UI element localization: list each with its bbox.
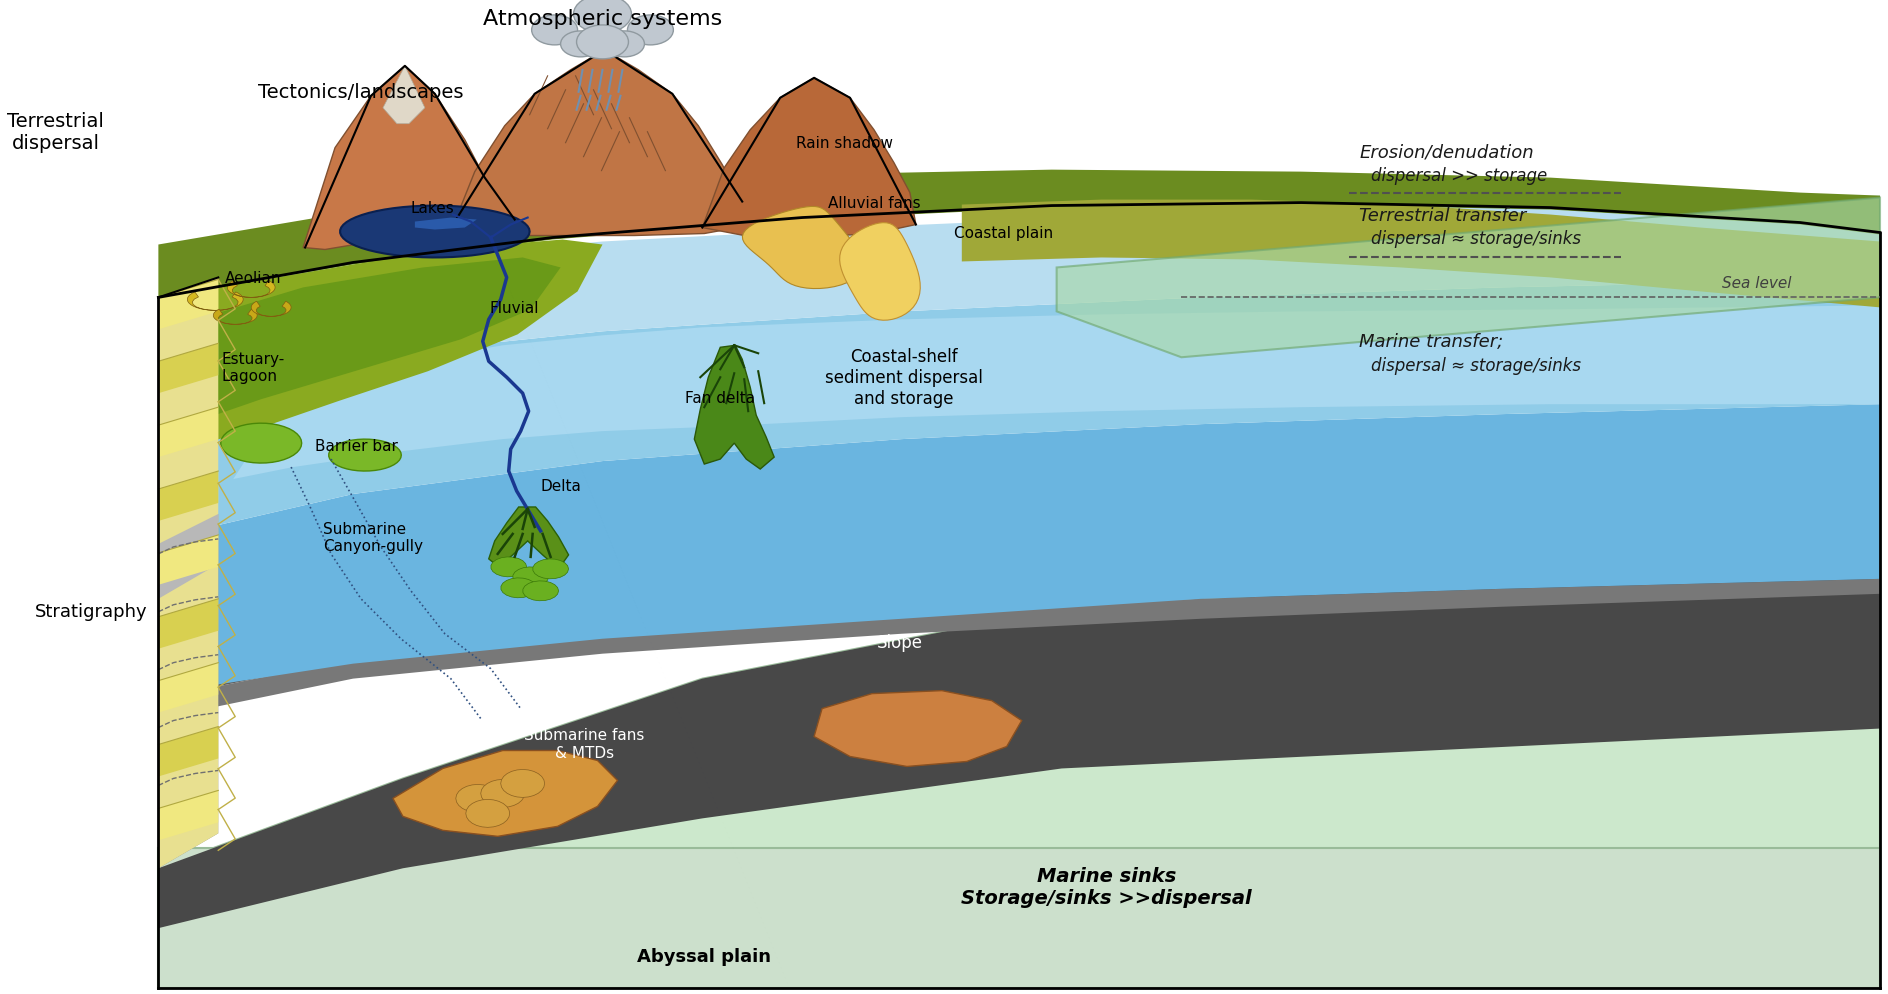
- Text: Lakes: Lakes: [412, 201, 455, 216]
- Polygon shape: [159, 471, 219, 522]
- Polygon shape: [159, 408, 219, 457]
- Text: Rain shadow: Rain shadow: [795, 136, 893, 151]
- Polygon shape: [159, 197, 1880, 395]
- Ellipse shape: [604, 32, 644, 58]
- Polygon shape: [466, 799, 510, 828]
- Ellipse shape: [561, 32, 600, 58]
- Text: Abyssal plain: Abyssal plain: [638, 947, 772, 965]
- Text: Estuary-
Lagoon: Estuary- Lagoon: [221, 352, 285, 384]
- Text: Sea level: Sea level: [1722, 275, 1792, 290]
- Polygon shape: [159, 241, 602, 454]
- Polygon shape: [227, 281, 276, 298]
- Polygon shape: [455, 51, 753, 237]
- Text: Coastal plain: Coastal plain: [953, 226, 1054, 241]
- Text: Erosion/denudation: Erosion/denudation: [1359, 143, 1533, 161]
- Text: Fluvial: Fluvial: [489, 300, 540, 315]
- Polygon shape: [187, 292, 244, 311]
- Polygon shape: [159, 536, 219, 585]
- Polygon shape: [1057, 199, 1880, 358]
- Polygon shape: [695, 346, 774, 469]
- Text: dispersal ≈ storage/sinks: dispersal ≈ storage/sinks: [1371, 357, 1580, 375]
- Polygon shape: [523, 581, 559, 601]
- Polygon shape: [159, 405, 1880, 694]
- Text: Submarine
Canyon-gully: Submarine Canyon-gully: [323, 521, 423, 554]
- Text: Stratigraphy: Stratigraphy: [36, 602, 147, 620]
- Ellipse shape: [576, 26, 629, 60]
- Text: Terrestrial
dispersal: Terrestrial dispersal: [8, 112, 104, 153]
- Polygon shape: [329, 439, 402, 471]
- Text: Aeolian: Aeolian: [225, 270, 281, 285]
- Polygon shape: [500, 579, 536, 598]
- Text: Marine transfer;: Marine transfer;: [1359, 333, 1503, 351]
- Polygon shape: [159, 280, 1880, 540]
- Text: dispersal >> storage: dispersal >> storage: [1371, 166, 1548, 185]
- Polygon shape: [489, 508, 568, 570]
- Polygon shape: [159, 849, 1880, 988]
- Polygon shape: [383, 67, 425, 124]
- Polygon shape: [159, 560, 1880, 928]
- Polygon shape: [814, 691, 1021, 766]
- Polygon shape: [393, 750, 617, 837]
- Polygon shape: [159, 278, 219, 869]
- Polygon shape: [159, 515, 219, 599]
- Polygon shape: [481, 779, 525, 807]
- Polygon shape: [742, 207, 861, 289]
- Polygon shape: [838, 702, 984, 756]
- Polygon shape: [304, 67, 515, 250]
- Text: Marine sinks
Storage/sinks >>dispersal: Marine sinks Storage/sinks >>dispersal: [961, 866, 1252, 907]
- Polygon shape: [213, 310, 257, 325]
- Polygon shape: [251, 302, 291, 317]
- Polygon shape: [961, 201, 1880, 308]
- Polygon shape: [702, 79, 916, 239]
- Text: Submarine fans
& MTDs: Submarine fans & MTDs: [525, 728, 644, 760]
- Text: Fan delta: Fan delta: [685, 391, 755, 406]
- Polygon shape: [159, 599, 219, 649]
- Ellipse shape: [574, 0, 631, 34]
- Polygon shape: [432, 750, 591, 820]
- Polygon shape: [159, 580, 1880, 719]
- Polygon shape: [221, 423, 302, 463]
- Text: Atmospheric systems: Atmospheric systems: [483, 9, 721, 29]
- Polygon shape: [159, 790, 219, 841]
- Polygon shape: [159, 258, 561, 419]
- Polygon shape: [159, 560, 1880, 988]
- Polygon shape: [159, 280, 219, 330]
- Text: Terrestrial transfer: Terrestrial transfer: [1359, 207, 1526, 225]
- Polygon shape: [234, 306, 1880, 479]
- Polygon shape: [500, 769, 544, 797]
- Polygon shape: [455, 784, 500, 812]
- Polygon shape: [340, 207, 531, 258]
- Polygon shape: [532, 560, 568, 580]
- Polygon shape: [415, 219, 478, 231]
- Ellipse shape: [532, 16, 578, 46]
- Text: Alluvial fans: Alluvial fans: [827, 196, 919, 211]
- Polygon shape: [159, 344, 219, 394]
- Text: dispersal ≈ storage/sinks: dispersal ≈ storage/sinks: [1371, 230, 1580, 248]
- Polygon shape: [491, 558, 527, 578]
- Polygon shape: [159, 515, 219, 869]
- Ellipse shape: [627, 16, 674, 46]
- Polygon shape: [159, 560, 1880, 699]
- Polygon shape: [840, 224, 919, 321]
- Text: Barrier bar: Barrier bar: [315, 438, 398, 453]
- Text: Slope: Slope: [876, 633, 923, 651]
- Text: Delta: Delta: [540, 478, 582, 493]
- Text: Tectonics/landscapes: Tectonics/landscapes: [259, 83, 464, 102]
- Polygon shape: [159, 170, 1880, 298]
- Polygon shape: [514, 568, 549, 587]
- Polygon shape: [159, 663, 219, 713]
- Text: Coastal-shelf
sediment dispersal
and storage: Coastal-shelf sediment dispersal and sto…: [825, 348, 984, 408]
- Polygon shape: [159, 727, 219, 776]
